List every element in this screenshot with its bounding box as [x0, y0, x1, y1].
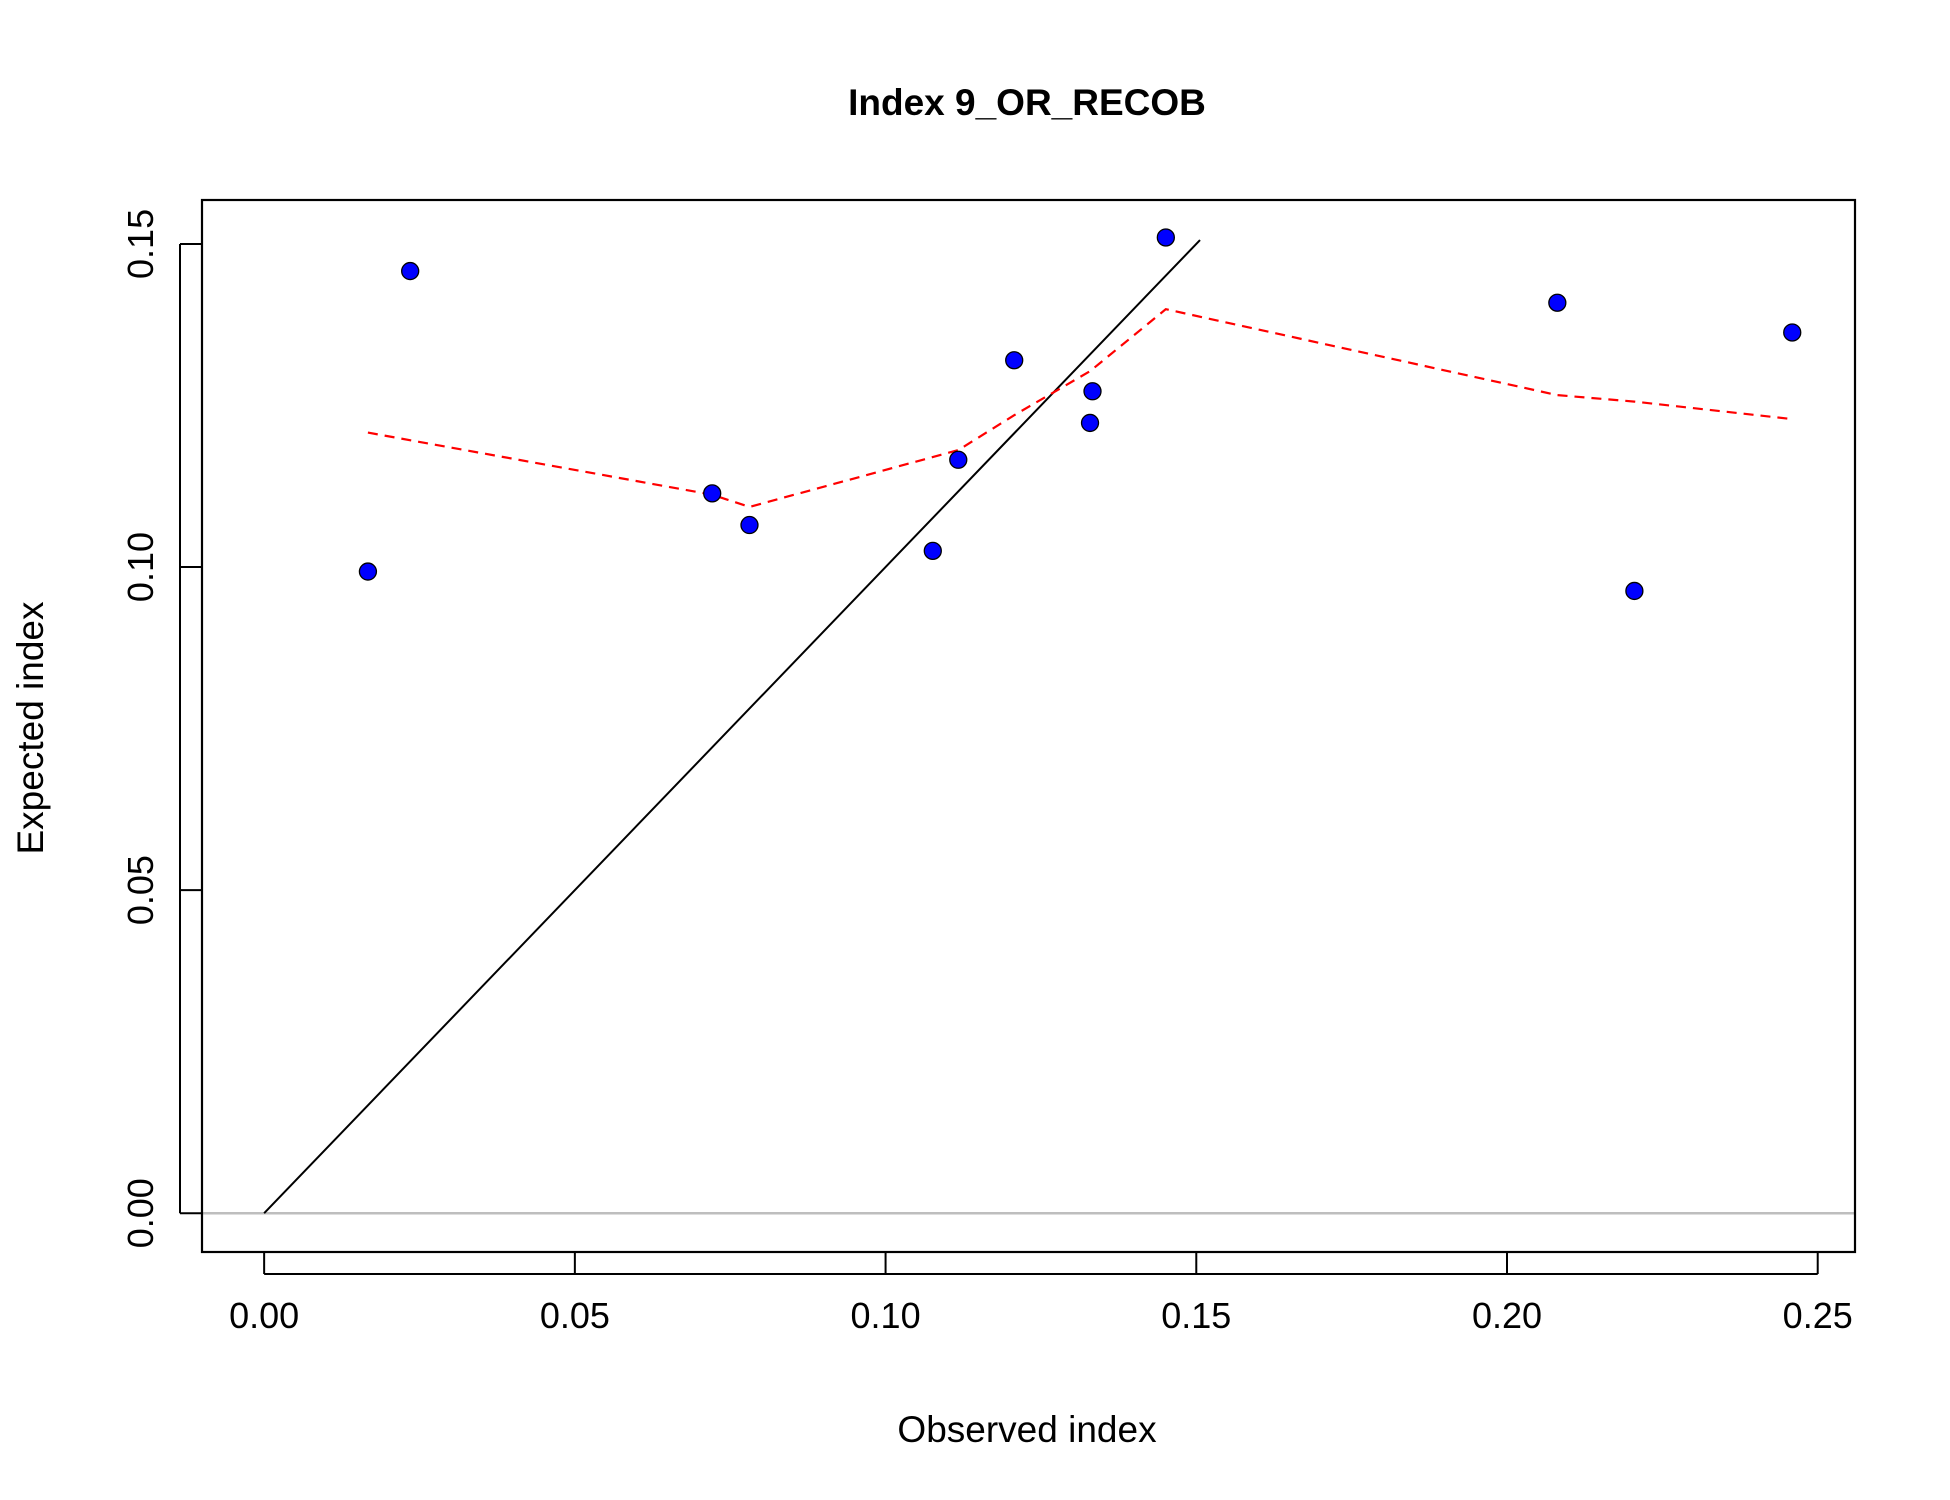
x-tick-label: 0.20	[1472, 1295, 1542, 1336]
y-tick-label: 0.00	[120, 1178, 161, 1248]
data-point	[1156, 228, 1175, 247]
data-point	[1005, 351, 1024, 370]
data-point	[740, 515, 759, 535]
x-axis-label: Observed index	[897, 1409, 1157, 1450]
y-tick-label: 0.05	[120, 855, 161, 925]
x-tick-label: 0.00	[229, 1295, 299, 1336]
data-point	[358, 562, 378, 581]
data-point	[1548, 293, 1567, 312]
data-point	[1625, 581, 1644, 601]
data-point	[949, 450, 968, 469]
x-tick-label: 0.25	[1783, 1295, 1853, 1336]
x-tick-label: 0.05	[540, 1295, 610, 1336]
identity-line	[263, 239, 1201, 1214]
plot-marks	[202, 228, 1855, 1215]
chart-title: Index 9_OR_RECOB	[848, 82, 1206, 123]
data-point	[703, 484, 722, 503]
plot-frame	[200, 198, 1857, 1254]
data-point	[923, 541, 942, 561]
x-tick-label: 0.10	[851, 1295, 921, 1336]
y-axis: 0.00 0.05 0.10 0.15	[120, 209, 202, 1248]
data-point	[1083, 382, 1102, 401]
data-point	[1783, 323, 1802, 342]
x-axis: 0.00 0.05 0.10 0.15 0.20 0.25	[229, 1252, 1853, 1336]
y-tick-label: 0.15	[120, 209, 161, 279]
data-point	[401, 261, 420, 281]
data-point	[1080, 413, 1100, 433]
y-tick-label: 0.10	[120, 532, 161, 602]
x-tick-label: 0.15	[1161, 1295, 1231, 1336]
fit-line	[367, 308, 1793, 509]
y-axis-label: Expected index	[10, 601, 51, 855]
